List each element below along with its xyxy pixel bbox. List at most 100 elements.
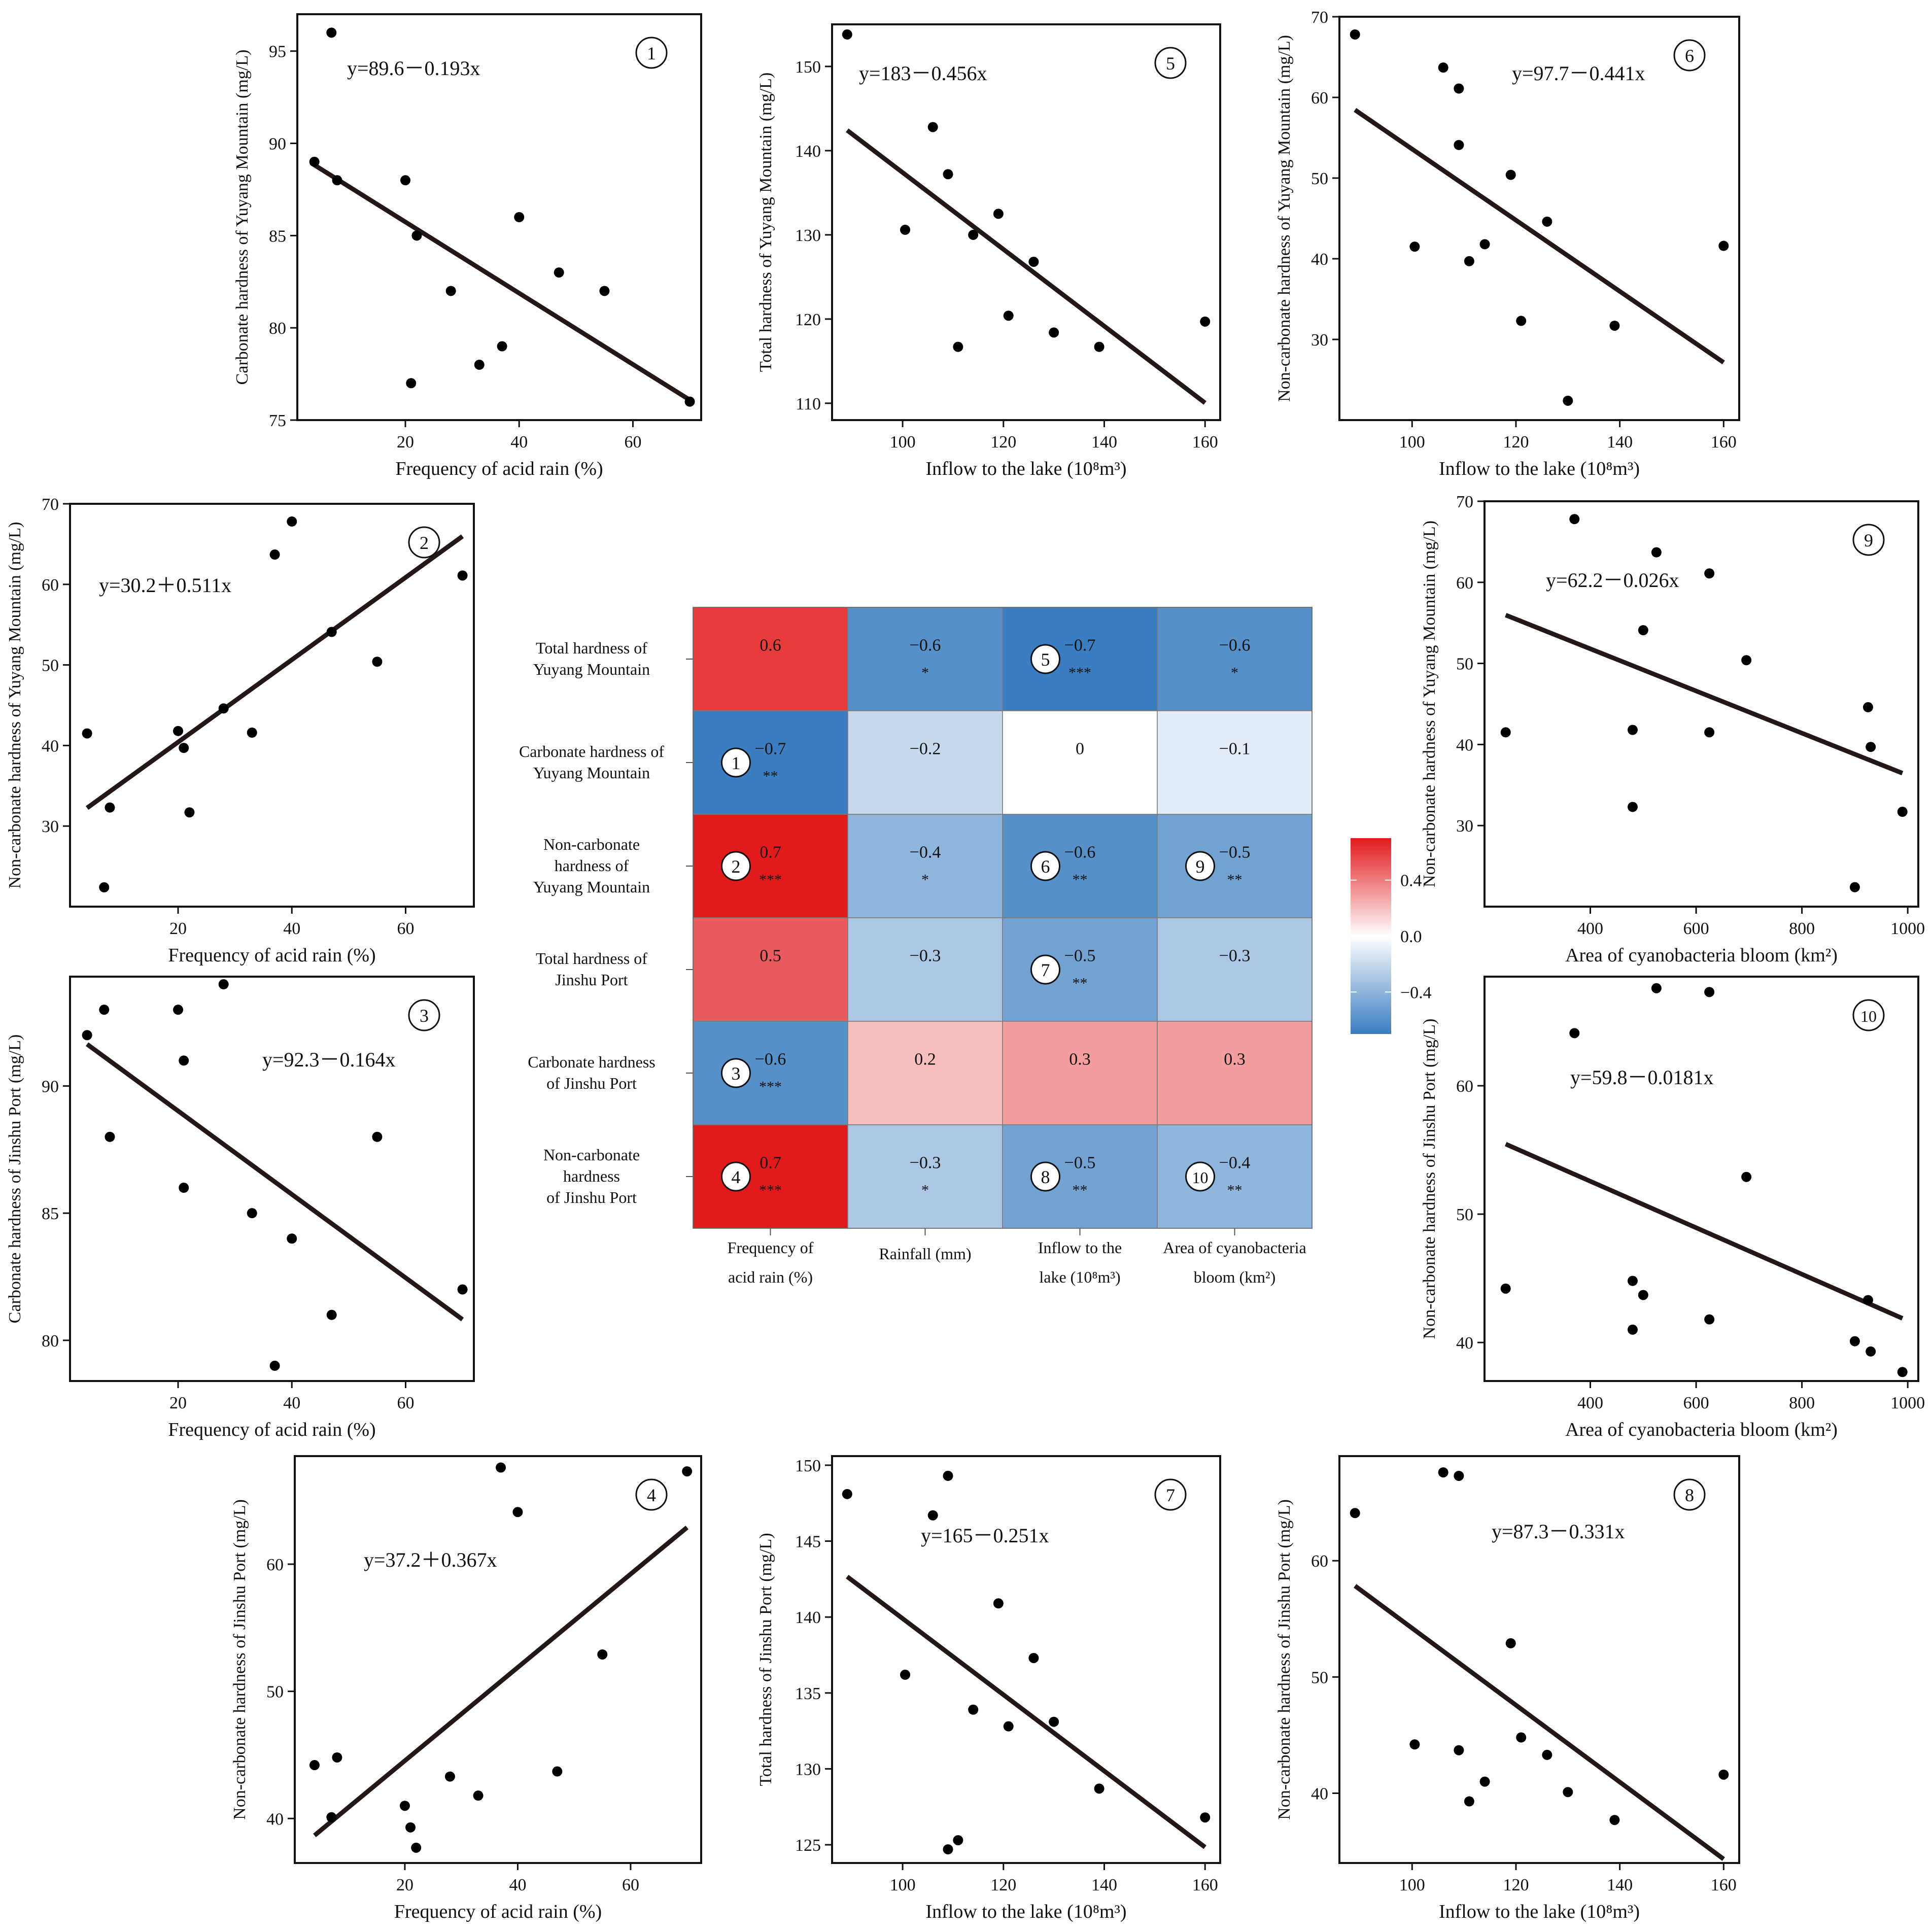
x-axis-label: Inflow to the lake (10⁸m³) — [1439, 458, 1640, 479]
data-point — [372, 657, 383, 667]
heatmap-column-label: Frequency of acid rain (%) — [728, 1228, 814, 1286]
panel-id-marker: 3 — [408, 999, 440, 1031]
scatter-panel-4: 20 40 60 40 50 60 Frequency of acid rain (%) No… — [230, 1455, 702, 1922]
svg-text:5: 5 — [1166, 53, 1175, 74]
y-tick-label: 60 — [42, 576, 59, 595]
heatmap-cell: 0.5 — [693, 917, 848, 1022]
plot-frame — [296, 13, 702, 421]
regression-line — [313, 163, 691, 402]
x-tick-label: 60 — [622, 1876, 639, 1894]
plot-frame — [69, 503, 475, 908]
svg-text:4: 4 — [647, 1485, 656, 1505]
data-point — [457, 570, 468, 581]
heatmap-cell-value: −0.6 — [910, 636, 941, 655]
x-tick-label: 800 — [1789, 919, 1815, 938]
heatmap-cell: −0.6 ** 6 — [1002, 814, 1158, 918]
panel-marker: 10 — [1185, 1161, 1215, 1192]
data-point — [309, 156, 320, 167]
data-point — [269, 549, 280, 560]
data-point — [399, 1801, 410, 1811]
heatmap-cell-value: 0.2 — [914, 1050, 936, 1069]
data-point — [497, 341, 507, 352]
significance-mark: * — [1231, 665, 1238, 681]
heatmap-cell-value: 0.7 — [760, 1154, 781, 1172]
y-tick-label: 130 — [795, 1760, 821, 1779]
scatter-panel-9: 400 600 800 1000 30 40 50 60 70 Area of cyanobact… — [1420, 493, 1925, 966]
data-point — [1627, 1324, 1638, 1335]
heatmap-cell: 0.7 *** 4 — [693, 1124, 848, 1229]
data-point — [184, 807, 195, 818]
x-tick-label: 20 — [397, 433, 414, 452]
x-tick-label: 40 — [283, 919, 300, 938]
x-tick-label: 160 — [1192, 433, 1218, 452]
y-tick-label: 50 — [1311, 169, 1328, 188]
heatmap-cell: −0.5 ** 9 — [1157, 814, 1313, 918]
data-point — [1200, 1812, 1211, 1823]
heatmap-cell: −0.6 * — [1157, 607, 1313, 711]
data-point — [1638, 625, 1648, 636]
heatmap-colorbar: 0.4 0.0 −0.4 — [1351, 838, 1432, 1034]
data-point — [1718, 1769, 1729, 1780]
data-point — [1003, 1721, 1014, 1732]
y-tick-label: 150 — [795, 1457, 821, 1475]
heatmap-cell-value: −0.6 — [755, 1050, 786, 1069]
data-point — [1704, 727, 1715, 738]
y-axis-label: Non-carbonate hardness of Yuyang Mountai… — [1275, 35, 1294, 402]
regression-line — [846, 128, 1206, 405]
x-tick-label: 140 — [1607, 1876, 1633, 1894]
data-point — [1505, 169, 1516, 180]
heatmap-cell-value: −0.6 — [1064, 843, 1096, 862]
svg-text:hardness: hardness — [563, 1167, 620, 1185]
x-tick-label: 1000 — [1890, 1394, 1925, 1412]
significance-mark: ** — [1073, 872, 1088, 888]
y-tick-label: 120 — [795, 310, 821, 329]
regression-equation: y=183－0.456x — [859, 62, 987, 85]
x-tick-label: 600 — [1683, 1394, 1709, 1412]
y-tick-label: 90 — [42, 1078, 59, 1096]
svg-text:Area of cyanobacteria: Area of cyanobacteria — [1163, 1238, 1306, 1257]
heatmap-row-label: Non-carbonate hardness of Jinshu Port — [543, 1146, 693, 1206]
heatmap-cell: 0 — [1002, 710, 1158, 815]
panel-marker: 5 — [1030, 644, 1060, 674]
svg-text:of Jinshu Port: of Jinshu Port — [546, 1188, 637, 1206]
x-tick-label: 40 — [509, 1876, 526, 1894]
data-point — [400, 175, 411, 186]
svg-text:6: 6 — [1041, 856, 1050, 877]
heatmap-cell: −0.2 — [847, 710, 1003, 815]
data-point — [1049, 327, 1059, 338]
y-tick-label: 95 — [269, 43, 286, 61]
y-tick-label: 50 — [1311, 1668, 1328, 1687]
heatmap-cell: 0.2 — [847, 1021, 1003, 1125]
data-point — [1741, 655, 1752, 666]
y-tick-label: 125 — [795, 1836, 821, 1855]
heatmap-cell: 0.6 — [693, 607, 848, 711]
plot-frame — [1484, 500, 1919, 908]
regression-equation: y=62.2－0.026x — [1546, 569, 1679, 592]
data-point — [1505, 1638, 1516, 1648]
y-tick-label: 30 — [1311, 331, 1328, 350]
regression-line — [85, 534, 464, 810]
significance-mark: ** — [1073, 1182, 1088, 1199]
y-tick-label: 60 — [1456, 1077, 1473, 1096]
y-tick-label: 40 — [266, 1810, 284, 1828]
y-tick-label: 130 — [795, 226, 821, 245]
significance-mark: ** — [1227, 872, 1243, 888]
x-tick-label: 20 — [169, 919, 187, 938]
y-tick-label: 30 — [1456, 817, 1473, 836]
data-point — [1704, 1314, 1715, 1325]
data-point — [473, 1790, 484, 1801]
x-tick-label: 120 — [990, 1876, 1016, 1894]
significance-mark: * — [921, 872, 929, 888]
y-tick-label: 50 — [1456, 655, 1473, 674]
panel-id-marker: 5 — [1154, 47, 1187, 79]
svg-text:9: 9 — [1864, 530, 1873, 550]
y-tick-label: 70 — [1311, 8, 1328, 27]
y-tick-label: 60 — [1311, 89, 1328, 108]
y-axis-label: Non-carbonate hardness of Jinshu Port (m… — [1420, 1019, 1439, 1339]
y-tick-label: 40 — [1311, 250, 1328, 269]
data-point — [1862, 702, 1873, 712]
x-axis-label: Frequency of acid rain (%) — [168, 1419, 375, 1440]
regression-equation: y=30.2＋0.511x — [99, 574, 231, 597]
data-point — [99, 1005, 110, 1015]
svg-text:Non-carbonate: Non-carbonate — [543, 1146, 640, 1164]
